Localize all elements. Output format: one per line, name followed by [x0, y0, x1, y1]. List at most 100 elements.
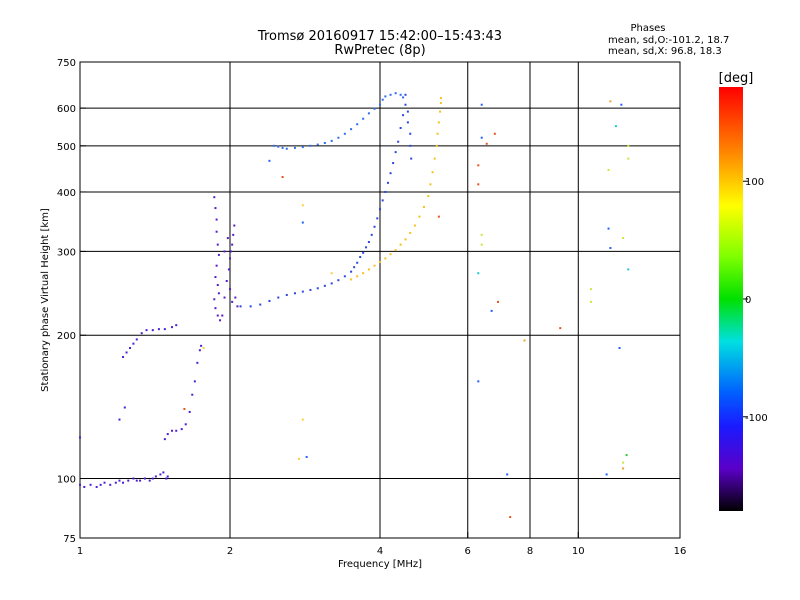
data-point: [323, 284, 326, 287]
data-point: [154, 475, 157, 478]
data-point: [89, 483, 92, 486]
data-point: [356, 275, 359, 278]
stats-line-o: mean, sd,O:-101.2, 18.7: [608, 35, 729, 46]
data-point: [477, 164, 480, 167]
data-point: [231, 300, 234, 303]
data-point: [589, 300, 592, 303]
data-point: [373, 264, 376, 267]
y-tick-label: 200: [57, 331, 76, 342]
data-point: [439, 97, 442, 100]
data-point: [171, 326, 174, 329]
y-tick-label: 75: [63, 534, 76, 545]
data-point: [132, 342, 135, 345]
data-point: [215, 218, 218, 221]
data-point: [123, 406, 126, 409]
data-point: [404, 93, 407, 96]
colorbar-tick-label: 100: [745, 177, 764, 188]
grid-lines: [80, 62, 680, 538]
data-point: [350, 270, 353, 273]
data-point: [350, 278, 353, 281]
data-point: [239, 305, 242, 308]
data-point: [409, 144, 412, 147]
data-point: [389, 253, 392, 256]
data-point: [330, 272, 333, 275]
data-point: [216, 314, 219, 317]
data-point: [343, 275, 346, 278]
data-point: [229, 257, 231, 260]
data-point: [362, 117, 365, 120]
y-tick-label: 500: [57, 142, 76, 153]
axis-ticks: 1 2 4 6 8 10 16 75 100 200 300 400 500 600 750: [57, 58, 686, 557]
data-point: [202, 347, 205, 350]
data-point: [379, 103, 381, 106]
data-point: [232, 233, 235, 236]
y-axis-label: Stationary phase Virtual Height [km]: [40, 208, 51, 392]
data-point: [431, 171, 434, 174]
data-point: [359, 256, 362, 259]
chart-subtitle: RwPretec (8p): [334, 43, 425, 58]
data-point: [477, 380, 480, 383]
data-point: [277, 145, 280, 148]
data-point: [559, 327, 562, 330]
data-point: [394, 92, 397, 95]
data-point: [151, 329, 154, 332]
y-tick-label: 600: [57, 104, 76, 115]
data-point: [166, 433, 169, 436]
data-point: [323, 141, 326, 144]
data-point: [496, 300, 499, 303]
data-point: [196, 361, 199, 364]
data-point: [309, 144, 312, 147]
data-point: [213, 196, 216, 199]
data-point: [480, 136, 483, 139]
data-point: [281, 146, 284, 149]
x-tick-label: 4: [377, 546, 383, 557]
data-point: [437, 215, 440, 218]
data-point: [215, 264, 218, 267]
data-point: [99, 483, 102, 486]
data-point: [109, 483, 112, 486]
data-point: [305, 455, 308, 458]
data-point: [367, 112, 370, 115]
data-point: [477, 272, 480, 275]
data-point: [381, 199, 384, 202]
data-point: [135, 479, 138, 482]
data-point: [143, 477, 146, 480]
data-point: [122, 481, 125, 484]
data-point: [402, 114, 405, 117]
data-point: [151, 477, 154, 480]
data-point: [509, 516, 512, 519]
data-point: [297, 457, 300, 460]
data-point: [376, 217, 379, 220]
data-point: [140, 332, 143, 335]
data-point: [268, 159, 271, 162]
data-point: [370, 233, 373, 236]
data-point: [384, 257, 387, 260]
data-point: [356, 123, 359, 126]
data-point: [435, 144, 438, 147]
data-point: [198, 349, 201, 352]
data-point: [293, 146, 296, 149]
data-point: [183, 407, 186, 410]
data-point: [184, 423, 187, 426]
data-point: [213, 298, 216, 301]
data-point: [609, 100, 612, 103]
data-point: [135, 338, 138, 341]
data-point: [413, 224, 416, 227]
data-point: [301, 146, 304, 149]
data-point: [436, 132, 439, 135]
data-point: [627, 157, 630, 160]
data-point: [216, 284, 219, 287]
data-point: [439, 110, 442, 113]
data-point: [392, 162, 395, 165]
data-point: [373, 225, 376, 228]
data-point: [622, 467, 625, 470]
data-point: [309, 288, 312, 291]
data-point: [272, 144, 275, 147]
colorbar-ticks: 100 0 -100: [743, 177, 768, 424]
data-point: [437, 121, 440, 124]
data-point: [166, 475, 169, 478]
data-point: [215, 230, 218, 233]
data-point: [162, 471, 165, 474]
data-point: [485, 142, 488, 145]
